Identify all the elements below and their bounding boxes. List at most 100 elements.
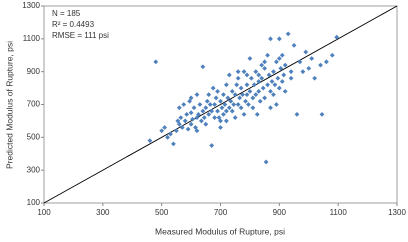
data-point [194, 128, 200, 134]
data-point [223, 82, 229, 88]
data-point [250, 95, 256, 101]
data-point [259, 62, 265, 68]
data-point [226, 105, 232, 111]
data-point [243, 98, 248, 104]
data-point [244, 82, 250, 88]
data-point [204, 98, 210, 104]
data-point [253, 92, 259, 98]
data-point [218, 98, 223, 104]
data-point [276, 36, 282, 42]
data-point [194, 115, 200, 121]
data-point [194, 92, 200, 98]
data-point [300, 69, 306, 75]
data-point [268, 36, 273, 42]
data-point [259, 75, 265, 81]
data-point [212, 102, 218, 107]
data-point [238, 85, 244, 91]
data-point [237, 95, 243, 101]
data-point [306, 65, 312, 71]
y-tick-label: 700 [27, 100, 41, 109]
data-point [279, 79, 285, 84]
data-point [281, 72, 287, 78]
data-point [219, 105, 225, 111]
data-point [207, 102, 213, 107]
data-point [248, 75, 254, 81]
data-point [334, 34, 340, 40]
x-axis-label: Measured Modulus of Rupture, psi [155, 226, 285, 236]
data-point [241, 69, 247, 75]
data-point [256, 72, 262, 78]
data-point [196, 111, 201, 117]
data-point [221, 111, 226, 117]
data-point [231, 102, 237, 107]
data-point [206, 111, 212, 117]
data-point [176, 105, 182, 111]
data-point [232, 115, 238, 121]
data-point [200, 64, 206, 70]
data-point [271, 69, 276, 75]
x-tick-label: 700 [214, 208, 228, 217]
data-point [276, 85, 282, 91]
data-point [198, 118, 204, 124]
data-point [187, 98, 193, 104]
data-point [234, 82, 240, 88]
data-point [266, 72, 272, 78]
data-point [303, 49, 309, 55]
x-tick-label: 1300 [388, 208, 406, 217]
data-point [250, 105, 256, 111]
data-point [273, 102, 279, 107]
data-point [181, 102, 187, 107]
data-point [222, 102, 228, 107]
data-point [273, 59, 279, 65]
data-point [294, 111, 300, 117]
data-point [188, 95, 194, 101]
data-point [182, 118, 188, 124]
data-point [197, 102, 203, 107]
data-point [288, 69, 294, 75]
data-point [213, 95, 219, 101]
data-point [215, 88, 220, 94]
annotation: RMSE = 111 psi [52, 31, 109, 40]
data-point [240, 92, 245, 98]
equality-line [43, 5, 398, 204]
data-point [212, 115, 218, 121]
data-point [228, 98, 234, 104]
annotation: N = 185 [52, 9, 81, 18]
data-point [268, 88, 273, 94]
data-point [257, 98, 263, 104]
y-tick-label: 1100 [23, 34, 41, 43]
data-point [179, 125, 185, 130]
x-tick-label: 100 [37, 208, 51, 217]
data-point [272, 82, 278, 88]
data-point [318, 62, 323, 68]
data-point [260, 85, 266, 91]
data-point [271, 92, 276, 98]
data-point [253, 69, 259, 75]
data-point [176, 121, 182, 127]
data-point [153, 59, 159, 65]
data-point [247, 56, 253, 61]
data-point [203, 121, 209, 127]
data-point [238, 105, 244, 111]
data-point [256, 79, 262, 84]
data-point [215, 108, 220, 114]
data-point [206, 92, 212, 98]
data-point [178, 115, 184, 121]
data-point [200, 108, 206, 114]
data-point [218, 125, 223, 130]
data-point [319, 111, 325, 117]
data-point [209, 143, 215, 148]
data-point [278, 65, 284, 71]
data-point [241, 111, 247, 117]
data-point [244, 92, 250, 98]
data-point [275, 75, 281, 81]
data-point [184, 111, 190, 117]
data-point [210, 85, 216, 91]
y-tick-label: 100 [27, 198, 41, 207]
data-point [285, 31, 291, 37]
data-point [324, 59, 329, 65]
data-point [256, 88, 262, 94]
data-point [282, 62, 288, 68]
data-point [201, 115, 207, 121]
